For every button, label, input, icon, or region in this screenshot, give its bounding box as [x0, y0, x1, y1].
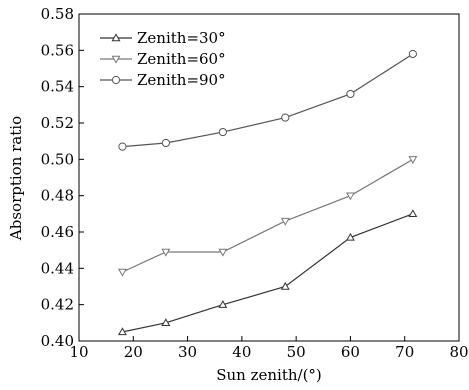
legend-label-2: Zenith=60° [137, 50, 226, 68]
y-tick-label: 0.50 [41, 150, 74, 168]
series-1-line [122, 213, 414, 333]
y-tick-label: 0.46 [41, 223, 74, 241]
x-tick-label: 20 [124, 343, 143, 361]
series-3-point [218, 127, 227, 137]
y-tick-label: 0.58 [41, 5, 74, 23]
plot-frame [78, 13, 460, 342]
y-tick-label: 0.40 [41, 332, 74, 350]
x-tick-label: 50 [287, 343, 306, 361]
legend-marker-2 [111, 55, 121, 64]
series-2-point [218, 248, 228, 257]
series-1-point [345, 232, 355, 241]
series-2-point [280, 217, 290, 226]
series-3-line [122, 53, 414, 148]
series-1-point [161, 318, 171, 327]
series-3-point [408, 49, 417, 59]
x-tick-label: 80 [449, 343, 468, 361]
x-tick-label: 60 [341, 343, 360, 361]
series-3-point [118, 142, 127, 151]
x-tick-label: 40 [232, 343, 251, 361]
y-tick-label: 0.52 [41, 114, 74, 132]
series-2-point [345, 192, 355, 201]
series-1-point [117, 327, 127, 336]
series-2-line [122, 158, 414, 273]
y-axis-title: Absorption ratio [7, 116, 25, 241]
x-axis-title: Sun zenith/(°) [216, 366, 322, 384]
series-2-point [161, 248, 171, 257]
series-1-point [408, 209, 418, 218]
x-tick-label: 10 [69, 343, 88, 361]
series-1-point [280, 281, 290, 290]
series-2-point [408, 156, 418, 164]
series-3-point [161, 138, 170, 148]
y-tick-label: 0.42 [41, 296, 74, 314]
y-tick-label: 0.56 [41, 41, 74, 59]
y-tick-label: 0.54 [41, 78, 74, 96]
legend-label-1: Zenith=30° [137, 29, 226, 47]
legend-marker-3 [111, 75, 121, 85]
series-2-point [117, 268, 127, 277]
legend-marker-1 [111, 33, 121, 42]
series-3-point [346, 89, 355, 99]
y-tick-label: 0.48 [41, 187, 74, 205]
series-3-point [281, 113, 290, 122]
x-tick-label: 70 [395, 343, 414, 361]
y-tick-label: 0.44 [41, 259, 74, 277]
legend-label-3: Zenith=90° [137, 71, 226, 89]
series-1-point [218, 300, 228, 308]
x-tick-label: 30 [178, 343, 197, 361]
